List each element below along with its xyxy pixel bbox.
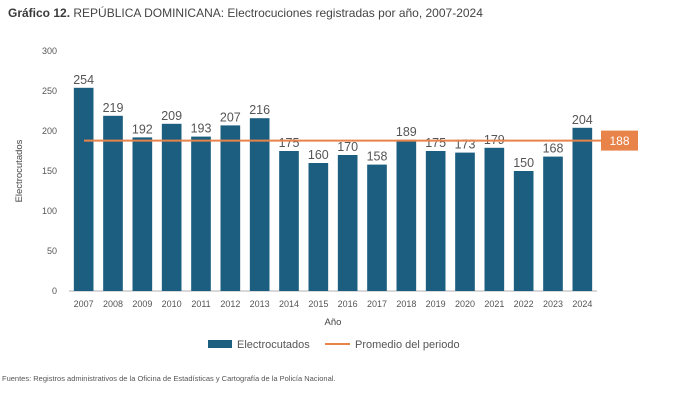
x-tick-label-2014: 2014 <box>279 299 299 309</box>
value-label-2014: 175 <box>279 136 300 150</box>
chart-title: Gráfico 12. REPÚBLICA DOMINICANA: Electr… <box>8 6 483 20</box>
bar-2023 <box>543 156 563 291</box>
y-tick-label: 300 <box>42 46 57 56</box>
value-label-2016: 170 <box>337 140 358 154</box>
value-label-2015: 160 <box>308 148 329 162</box>
x-tick-label-2020: 2020 <box>455 299 475 309</box>
x-tick-label-2022: 2022 <box>514 299 534 309</box>
bar-2017 <box>367 164 387 291</box>
x-tick-label-2024: 2024 <box>572 299 592 309</box>
x-tick-label-2015: 2015 <box>308 299 328 309</box>
x-tick-label-2012: 2012 <box>220 299 240 309</box>
x-axis-title: Año <box>325 317 342 328</box>
bar-2007 <box>73 87 94 291</box>
value-label-2024: 204 <box>572 113 593 127</box>
y-axis-title: Electrocutados <box>14 139 25 202</box>
bar-2013 <box>249 118 270 291</box>
value-label-2019: 175 <box>425 136 446 150</box>
legend-label-electrocutados: Electrocutados <box>237 339 310 351</box>
bar-2024 <box>572 127 593 291</box>
value-label-2008: 219 <box>103 101 124 115</box>
x-tick-label-2011: 2011 <box>191 299 210 309</box>
value-label-2012: 207 <box>220 110 241 124</box>
x-tick-label-2007: 2007 <box>74 299 94 309</box>
y-tick-label: 50 <box>47 246 57 256</box>
x-tick-label-2010: 2010 <box>162 299 182 309</box>
x-tick-label-2013: 2013 <box>250 299 270 309</box>
legend-swatch-electrocutados <box>208 340 232 348</box>
bar-2014 <box>279 151 299 291</box>
x-tick-label-2016: 2016 <box>338 299 358 309</box>
bar-2009 <box>132 137 153 291</box>
bar-2011 <box>191 136 211 291</box>
bar-2022 <box>513 171 534 291</box>
bar-2020 <box>455 152 475 291</box>
bar-2012 <box>220 125 241 292</box>
y-tick-label: 250 <box>42 86 57 96</box>
y-tick-label: 150 <box>42 166 57 176</box>
bar-2008 <box>103 115 123 291</box>
x-tick-label-2008: 2008 <box>103 299 123 309</box>
x-tick-label-2009: 2009 <box>132 299 152 309</box>
y-tick-label: 100 <box>42 206 57 216</box>
value-label-2023: 168 <box>543 142 564 156</box>
bar-2019 <box>425 151 446 291</box>
value-label-2018: 189 <box>396 125 417 139</box>
chart-title-text: REPÚBLICA DOMINICANA: Electrocuciones re… <box>73 6 483 20</box>
bar-2010 <box>161 123 182 291</box>
x-tick-label-2017: 2017 <box>367 299 387 309</box>
value-label-2009: 192 <box>132 122 153 136</box>
bar-2021 <box>484 147 505 291</box>
source-note: Fuentes: Registros administrativos de la… <box>2 374 336 383</box>
value-label-2013: 216 <box>249 103 270 117</box>
bar-2016 <box>337 155 358 291</box>
average-label-box <box>601 130 638 151</box>
y-tick-label: 200 <box>42 126 57 136</box>
bar-2015 <box>308 163 329 291</box>
x-tick-label-2023: 2023 <box>543 299 563 309</box>
x-tick-label-2021: 2021 <box>484 299 504 309</box>
legend-label-promedio: Promedio del periodo <box>355 339 460 351</box>
bar-2018 <box>396 139 417 291</box>
value-label-2022: 150 <box>513 156 534 170</box>
x-tick-label-2018: 2018 <box>396 299 416 309</box>
y-tick-label: 0 <box>52 286 57 296</box>
value-label-2007: 254 <box>73 73 94 87</box>
average-label: 188 <box>609 134 629 148</box>
value-label-2010: 209 <box>161 109 182 123</box>
chart-number: Gráfico 12. <box>8 6 71 20</box>
x-tick-label-2019: 2019 <box>426 299 446 309</box>
value-label-2017: 158 <box>367 150 388 164</box>
value-label-2011: 193 <box>191 122 212 136</box>
